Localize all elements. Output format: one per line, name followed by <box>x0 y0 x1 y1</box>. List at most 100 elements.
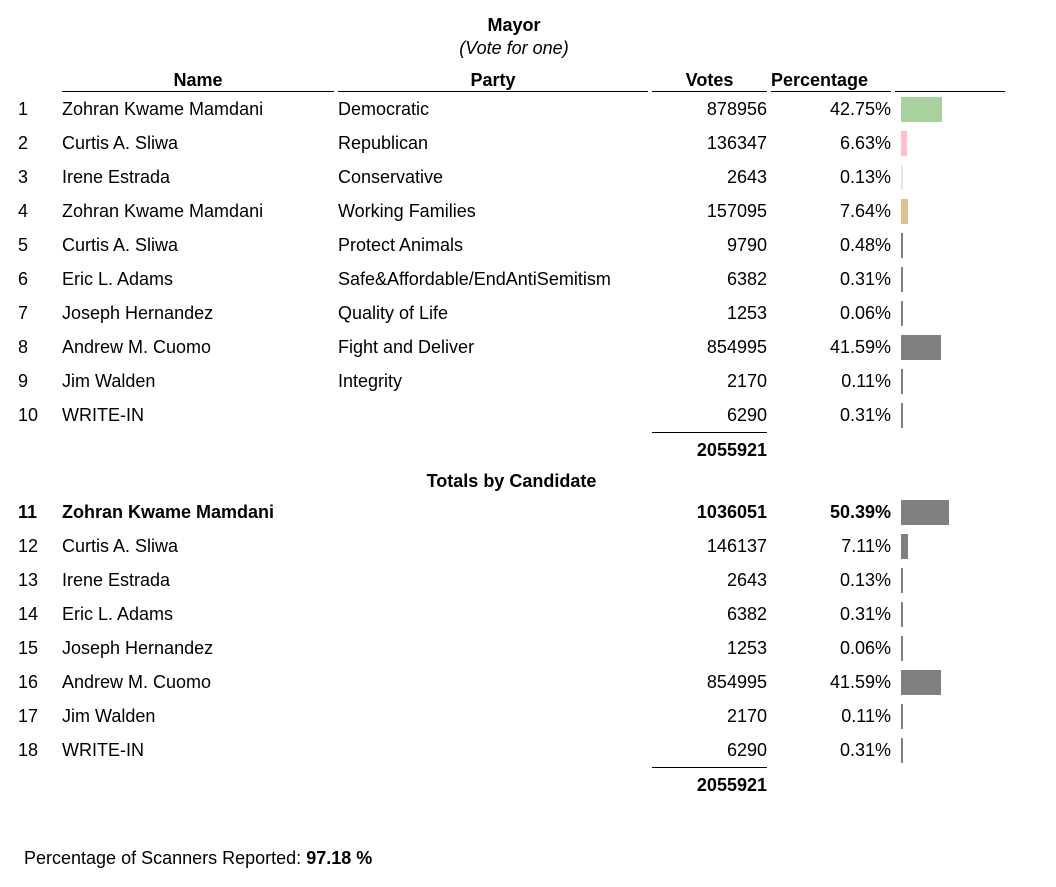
votes: 6382 <box>726 603 767 624</box>
row-number: 15 <box>18 637 39 658</box>
percentage: 0.11% <box>841 705 891 726</box>
row-number: 5 <box>18 234 29 255</box>
percentage: 0.13% <box>839 166 891 187</box>
votes: 157095 <box>706 200 767 221</box>
percentage-bar <box>901 266 903 292</box>
percentage-bar <box>901 635 903 661</box>
votes: 9790 <box>726 234 767 255</box>
party-name <box>338 563 648 597</box>
candidate-name: Joseph Hernandez <box>62 302 214 323</box>
table-row: 15 Joseph Hernandez 1253 0.06% <box>18 631 1005 665</box>
table-row: 12 Curtis A. Sliwa 146137 7.11% <box>18 529 1005 563</box>
row-number: 10 <box>18 404 39 425</box>
table-row: 16 Andrew M. Cuomo 854995 41.59% <box>18 665 1005 699</box>
votes: 2170 <box>726 705 767 726</box>
percentage-bar <box>901 130 908 156</box>
party-name <box>338 631 648 665</box>
table-row: 5 Curtis A. Sliwa Protect Animals 9790 0… <box>18 228 1005 262</box>
scanners-value: 97.18 % <box>306 848 373 868</box>
votes: 6382 <box>726 268 767 289</box>
row-number: 3 <box>18 166 29 187</box>
candidate-name: Zohran Kwame Mamdani <box>62 501 275 522</box>
row-number: 1 <box>18 98 29 119</box>
header-party: Party <box>338 66 648 92</box>
party-name <box>338 733 648 767</box>
table-row: 13 Irene Estrada 2643 0.13% <box>18 563 1005 597</box>
percentage-bar <box>901 334 941 360</box>
percentage-bar <box>901 300 903 326</box>
percentage-bar <box>901 601 903 627</box>
candidate-name: Irene Estrada <box>62 569 171 590</box>
table-row: 2 Curtis A. Sliwa Republican 136347 6.63… <box>18 126 1005 160</box>
votes: 2643 <box>726 569 767 590</box>
table-row: 17 Jim Walden 2170 0.11% <box>18 699 1005 733</box>
party-name <box>338 495 648 529</box>
percentage: 6.63% <box>839 132 891 153</box>
percentage-bar <box>901 164 903 190</box>
row-number: 18 <box>18 739 39 760</box>
votes: 146137 <box>706 535 767 556</box>
candidate-name: Zohran Kwame Mamdani <box>62 200 264 221</box>
row-number: 8 <box>18 336 29 357</box>
table-row: 18 WRITE-IN 6290 0.31% <box>18 733 1005 767</box>
row-number: 9 <box>18 370 29 391</box>
votes: 854995 <box>706 336 767 357</box>
section-heading: Totals by Candidate <box>426 470 597 491</box>
total-votes: 2055921 <box>652 432 767 467</box>
percentage: 0.13% <box>839 569 891 590</box>
votes: 1253 <box>726 302 767 323</box>
header-percentage: Percentage <box>771 66 891 92</box>
percentage: 7.11% <box>841 535 891 556</box>
percentage: 0.11% <box>841 370 891 391</box>
votes: 878956 <box>706 98 767 119</box>
candidate-name: Andrew M. Cuomo <box>62 336 212 357</box>
percentage: 0.31% <box>839 404 891 425</box>
percentage: 0.31% <box>839 739 891 760</box>
table-row: 8 Andrew M. Cuomo Fight and Deliver 8549… <box>18 330 1005 364</box>
candidate-name: Curtis A. Sliwa <box>62 234 179 255</box>
percentage: 41.59% <box>829 336 891 357</box>
header-votes: Votes <box>652 66 767 92</box>
percentage-bar <box>901 703 903 729</box>
percentage: 50.39% <box>829 501 891 522</box>
candidate-name: Joseph Hernandez <box>62 637 214 658</box>
table-row: 9 Jim Walden Integrity 2170 0.11% <box>18 364 1005 398</box>
party-name: Quality of Life <box>338 302 449 323</box>
row-number: 12 <box>18 535 39 556</box>
candidate-name: Andrew M. Cuomo <box>62 671 212 692</box>
candidate-name: Eric L. Adams <box>62 268 174 289</box>
candidate-name: Jim Walden <box>62 705 156 726</box>
percentage-bar <box>901 232 903 258</box>
candidate-name: Irene Estrada <box>62 166 171 187</box>
candidate-name: Zohran Kwame Mamdani <box>62 98 264 119</box>
party-name: Working Families <box>338 200 476 221</box>
votes: 6290 <box>726 739 767 760</box>
party-name <box>338 665 648 699</box>
table-row: 10 WRITE-IN 6290 0.31% <box>18 398 1005 432</box>
votes: 2170 <box>726 370 767 391</box>
percentage: 0.31% <box>839 603 891 624</box>
percentage-bar <box>901 567 903 593</box>
party-name <box>338 699 648 733</box>
candidate-name: WRITE-IN <box>62 404 144 425</box>
party-name: Fight and Deliver <box>338 336 475 357</box>
percentage-bar <box>901 737 903 763</box>
percentage-bar <box>901 198 909 224</box>
results-table: Name Party Votes Percentage 1 Zohran Kwa… <box>14 66 1009 802</box>
table-row: 11 Zohran Kwame Mamdani 1036051 50.39% <box>18 495 1005 529</box>
party-name: Republican <box>338 132 429 153</box>
candidate-name: Jim Walden <box>62 370 156 391</box>
table-row: 6 Eric L. Adams Safe&Affordable/EndAntiS… <box>18 262 1005 296</box>
row-number: 6 <box>18 268 29 289</box>
percentage: 7.64% <box>839 200 891 221</box>
percentage-bar <box>901 499 950 525</box>
party-name: Integrity <box>338 370 403 391</box>
percentage-bar <box>901 402 903 428</box>
votes: 854995 <box>706 671 767 692</box>
votes: 6290 <box>726 404 767 425</box>
total-votes: 2055921 <box>652 767 767 802</box>
row-number: 7 <box>18 302 29 323</box>
percentage: 42.75% <box>829 98 891 119</box>
row-number: 16 <box>18 671 39 692</box>
party-name: Safe&Affordable/EndAntiSemitism <box>338 268 611 289</box>
